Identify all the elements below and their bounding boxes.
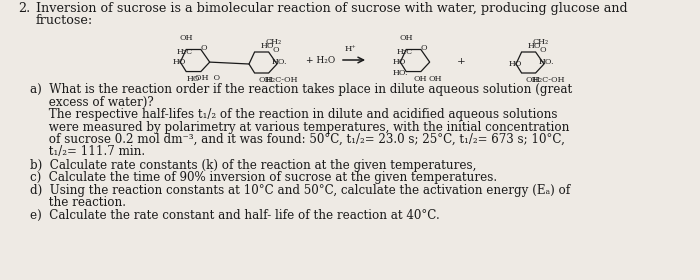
Text: H₂C: H₂C [397,48,413,55]
Text: OH: OH [414,75,427,83]
Text: 2.: 2. [18,2,30,15]
Text: OH: OH [400,34,413,41]
Text: fructose:: fructose: [36,14,93,27]
Text: c)  Calculate the time of 90% inversion of sucrose at the given temperatures.: c) Calculate the time of 90% inversion o… [30,171,497,185]
Text: HO: HO [260,42,274,50]
Text: HO.: HO. [393,69,409,77]
Text: CH₂: CH₂ [266,38,282,46]
Text: HO: HO [509,60,522,68]
Text: Inversion of sucrose is a bimolecular reaction of sucrose with water, producing : Inversion of sucrose is a bimolecular re… [36,2,628,15]
Text: of sucrose 0.2 mol dm⁻³, and it was found: 50°C, t₁/₂= 23.0 s; 25°C, t₁/₂= 673 s: of sucrose 0.2 mol dm⁻³, and it was foun… [30,133,565,146]
Text: H₂C-OH: H₂C-OH [533,76,566,84]
Text: OH: OH [259,76,272,84]
Text: HO: HO [186,75,200,83]
Text: HO.: HO. [538,58,554,66]
Text: HO: HO [393,58,407,66]
Text: H₂C: H₂C [177,48,193,55]
Text: t₁/₂= 111.7 min.: t₁/₂= 111.7 min. [30,146,145,158]
Text: H⁺: H⁺ [344,45,356,53]
Text: HO.: HO. [272,58,287,66]
Text: were measured by polarimetry at various temperatures, with the initial concentra: were measured by polarimetry at various … [30,120,569,134]
Text: O: O [540,46,547,54]
Text: O: O [201,43,207,52]
Text: CH₂: CH₂ [533,38,549,46]
Text: OH  O: OH O [195,74,220,81]
Text: The respective half-lifes t₁/₂ of the reaction in dilute and acidified aqueous s: The respective half-lifes t₁/₂ of the re… [30,108,557,121]
Text: O: O [273,46,279,54]
Text: H₂C-OH: H₂C-OH [266,76,298,84]
Text: +: + [457,57,466,67]
Text: OH: OH [180,34,193,41]
Text: HO: HO [527,42,540,50]
Text: OH: OH [428,75,442,83]
Text: HO: HO [173,58,186,66]
Text: O: O [421,43,428,52]
Text: OH: OH [526,76,539,84]
Text: d)  Using the reaction constants at 10°C and 50°C, calculate the activation ener: d) Using the reaction constants at 10°C … [30,184,570,197]
Text: b)  Calculate rate constants (k) of the reaction at the given temperatures,: b) Calculate rate constants (k) of the r… [30,159,477,172]
Text: e)  Calculate the rate constant and half- life of the reaction at 40°C.: e) Calculate the rate constant and half-… [30,209,440,222]
Text: + H₂O: + H₂O [306,56,335,65]
Text: a)  What is the reaction order if the reaction takes place in dilute aqueous sol: a) What is the reaction order if the rea… [30,83,573,96]
Text: excess of water)?: excess of water)? [30,95,154,109]
Text: the reaction.: the reaction. [30,197,126,209]
